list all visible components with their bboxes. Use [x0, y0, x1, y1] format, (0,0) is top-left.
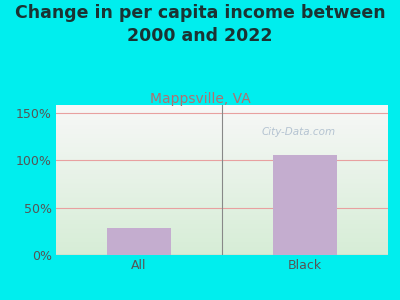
Text: Mappsville, VA: Mappsville, VA — [150, 92, 250, 106]
Text: City-Data.com: City-Data.com — [261, 127, 336, 137]
Bar — [108, 228, 170, 255]
Text: Change in per capita income between
2000 and 2022: Change in per capita income between 2000… — [15, 4, 385, 45]
Bar — [274, 155, 336, 255]
